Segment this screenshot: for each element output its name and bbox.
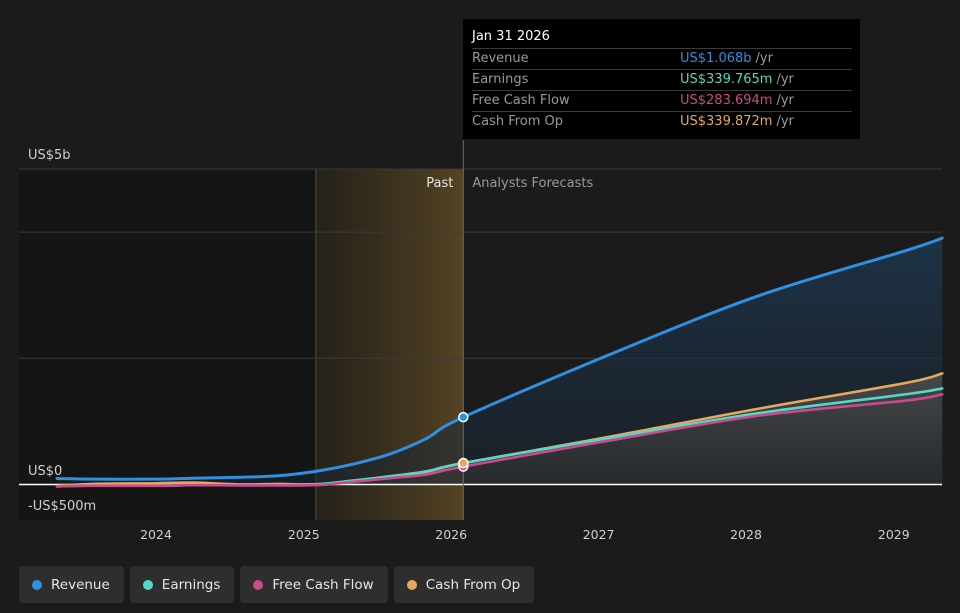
legend-dot-icon (142, 579, 153, 590)
legend-item-free-cash-flow[interactable]: Free Cash Flow (240, 566, 388, 603)
tooltip-value: US$339.765m (680, 72, 773, 87)
tooltip-row-earnings: Earnings US$339.765m /yr (472, 69, 852, 90)
tooltip-value: US$1.068b (680, 51, 752, 66)
legend-item-cash-from-op[interactable]: Cash From Op (393, 566, 535, 603)
tooltip-label: Earnings (472, 72, 529, 87)
cash-from-op-marker (458, 457, 469, 469)
free-cash-flow-line (55, 392, 944, 488)
legend-item-earnings[interactable]: Earnings (129, 566, 235, 603)
tooltip-date: Jan 31 2026 (472, 29, 550, 44)
tooltip-unit: /yr (776, 114, 794, 129)
past-label: Past (426, 176, 453, 191)
tooltip-unit: /yr (776, 72, 794, 87)
legend-dot-icon (253, 579, 264, 590)
x-tick-label: 2025 (288, 527, 320, 542)
legend-dot-icon (32, 579, 42, 590)
forecast-label: Analysts Forecasts (472, 176, 593, 191)
cash-from-op-area (57, 373, 943, 486)
legend-label: Free Cash Flow (272, 576, 374, 593)
x-tick-label: 2027 (583, 527, 615, 542)
tooltip-label: Free Cash Flow (472, 93, 570, 108)
tooltip-label: Revenue (472, 51, 529, 66)
y-axis-label-zero: US$0 (28, 464, 62, 479)
legend-label: Cash From Op (425, 576, 521, 593)
data-tooltip: Jan 31 2026 Revenue US$1.068b /yr Earnin… (463, 19, 860, 139)
legend-label: Revenue (51, 576, 110, 593)
tooltip-row-cash-from-op: Cash From Op US$339.872m /yr (472, 111, 852, 132)
x-tick-label: 2028 (730, 527, 762, 542)
x-tick-label: 2024 (140, 527, 172, 542)
x-tick-label: 2029 (878, 527, 910, 542)
tooltip-row-revenue: Revenue US$1.068b /yr (472, 48, 852, 69)
tooltip-unit: /yr (755, 51, 773, 66)
legend-label: Earnings (161, 576, 221, 593)
revenue-line (55, 236, 944, 481)
tooltip-unit: /yr (776, 93, 794, 108)
x-tick-label: 2026 (435, 527, 467, 542)
tooltip-label: Cash From Op (472, 114, 564, 129)
y-axis-label-top: US$5b (28, 148, 71, 163)
y-axis-label-bottom: -US$500m (28, 499, 96, 514)
tooltip-value: US$283.694m (680, 93, 773, 108)
revenue-marker (458, 411, 469, 423)
tooltip-row-free-cash-flow: Free Cash Flow US$283.694m /yr (472, 90, 852, 111)
chart-legend: Revenue Earnings Free Cash Flow Cash Fro… (19, 566, 535, 603)
legend-dot-icon (406, 579, 417, 590)
legend-item-revenue[interactable]: Revenue (19, 566, 124, 603)
tooltip-value: US$339.872m (680, 114, 773, 129)
